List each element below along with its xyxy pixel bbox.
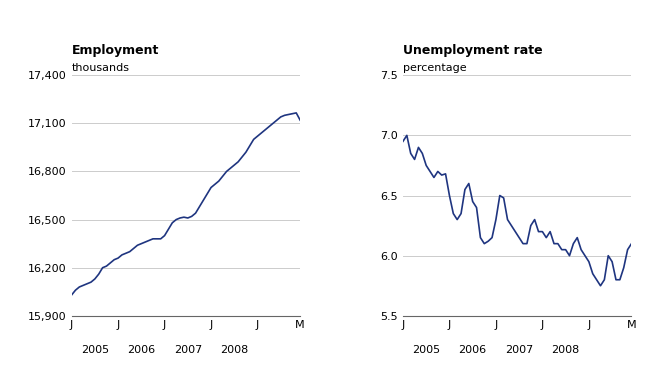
- Text: 2005: 2005: [412, 345, 440, 355]
- Text: percentage: percentage: [403, 63, 467, 73]
- Text: 2007: 2007: [505, 345, 533, 355]
- Text: 2005: 2005: [81, 345, 109, 355]
- Text: 2006: 2006: [127, 345, 156, 355]
- Text: 2008: 2008: [220, 345, 249, 355]
- Text: Employment: Employment: [72, 44, 159, 57]
- Text: 2006: 2006: [458, 345, 487, 355]
- Text: thousands: thousands: [72, 63, 130, 73]
- Text: 2007: 2007: [174, 345, 202, 355]
- Text: Unemployment rate: Unemployment rate: [403, 44, 542, 57]
- Text: 2008: 2008: [551, 345, 580, 355]
